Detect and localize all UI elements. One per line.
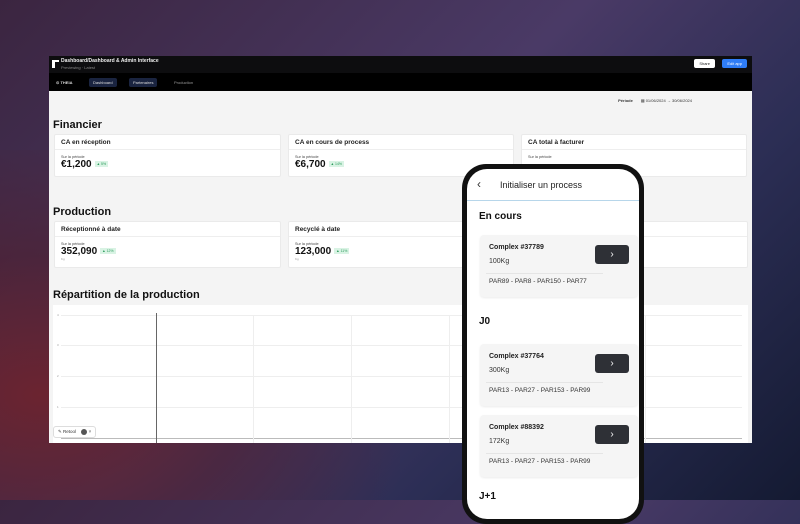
process-weight: 100Kg xyxy=(489,258,510,265)
process-name: Complex #37764 xyxy=(489,353,544,360)
section-j0: J0 xyxy=(479,316,491,327)
trend-badge: ▲ 12% xyxy=(100,248,116,255)
trend-badge: ▲ 11% xyxy=(334,248,350,255)
section-title-financier: Financier xyxy=(53,119,102,131)
section-en-cours: En cours xyxy=(479,211,522,222)
process-weight: 172Kg xyxy=(489,438,510,445)
trend-badge: ▲ 14% xyxy=(328,161,345,168)
divider xyxy=(486,453,603,454)
x-axis xyxy=(61,438,742,439)
gridline xyxy=(253,315,254,443)
card-title: CA total à facturer xyxy=(522,135,746,150)
card-subtitle: Sur la période xyxy=(295,155,319,159)
process-card[interactable]: Complex #37764 300Kg PAR13 - PAR27 - PAR… xyxy=(480,344,638,406)
nav-production[interactable]: Production xyxy=(174,80,194,85)
retool-logo-icon xyxy=(52,60,59,68)
card-subtitle: Sur la période xyxy=(528,155,552,159)
card-unit: Kg xyxy=(295,257,299,261)
phone-header: ‹ Initialiser un process xyxy=(467,169,639,201)
card-value: 123,000 xyxy=(295,246,332,257)
phone-title: Initialiser un process xyxy=(500,180,583,190)
chevron-right-button[interactable]: › xyxy=(595,354,629,373)
card-title: Réceptionné à date xyxy=(55,222,280,237)
card-subtitle: Sur la période xyxy=(61,155,85,159)
process-weight: 300Kg xyxy=(489,367,510,374)
phone-mockup: ‹ Initialiser un process En cours Comple… xyxy=(462,164,644,524)
kpi-card: Réceptionné à date Sur la période 352,09… xyxy=(54,221,281,268)
period-start[interactable]: 01/06/2024 xyxy=(645,98,666,103)
process-name: Complex #37789 xyxy=(489,244,544,251)
card-title: CA en cours de process xyxy=(289,135,513,150)
card-title: CA en réception xyxy=(55,135,280,150)
env-label: Previewing xyxy=(61,65,81,70)
section-title-repartition: Répartition de la production xyxy=(53,289,200,301)
card-value: €1,200 xyxy=(61,159,92,170)
gridline xyxy=(351,315,352,443)
cursor-line xyxy=(156,313,157,443)
y-tick: 3 xyxy=(57,343,59,347)
card-unit: Kg xyxy=(61,257,65,261)
process-parts: PAR89 - PAR8 - PAR150 - PAR77 xyxy=(489,278,587,285)
edit-app-button[interactable]: Edit app xyxy=(722,59,747,68)
phone-screen: ‹ Initialiser un process En cours Comple… xyxy=(467,169,639,519)
retool-badge[interactable]: ✎ Retool ˅ xyxy=(53,426,97,439)
period-filter[interactable]: Période ▦ 01/06/2024 → 30/06/2024 xyxy=(618,98,692,103)
y-tick: 1 xyxy=(57,405,59,409)
gridline xyxy=(61,345,742,346)
gridline xyxy=(61,315,742,316)
process-card[interactable]: Complex #37789 100Kg PAR89 - PAR8 - PAR1… xyxy=(480,235,638,297)
gridline xyxy=(645,315,646,443)
period-end[interactable]: 30/06/2024 xyxy=(671,98,692,103)
section-title-production: Production xyxy=(53,206,112,218)
gridline xyxy=(449,315,450,443)
close-icon[interactable] xyxy=(81,429,88,435)
chevron-right-button[interactable]: › xyxy=(595,245,629,264)
process-parts: PAR13 - PAR27 - PAR153 - PAR99 xyxy=(489,458,591,465)
nav-bar: ⊙ THEIA Dashboard Partenaires Production xyxy=(49,73,752,91)
kpi-card: CA en réception Sur la période €1,200 ▲ 5… xyxy=(54,134,281,177)
period-label: Période xyxy=(618,98,633,103)
divider xyxy=(486,273,603,274)
card-value: 352,090 xyxy=(61,246,98,257)
process-parts: PAR13 - PAR27 - PAR153 - PAR99 xyxy=(489,387,591,394)
y-tick: 2 xyxy=(57,374,59,378)
gridline xyxy=(61,376,742,377)
section-j1: J+1 xyxy=(479,491,496,502)
trend-badge: ▲ 5% xyxy=(94,161,109,168)
process-card[interactable]: Complex #88392 172Kg PAR13 - PAR27 - PAR… xyxy=(480,415,638,477)
retool-label: Retool xyxy=(63,429,77,435)
card-subtitle: Sur la période xyxy=(295,242,319,246)
app-window: Dashboard/Dashboard & Admin Interface Pr… xyxy=(49,56,752,443)
card-value: €6,700 xyxy=(295,159,326,170)
card-subtitle: Sur la période xyxy=(61,242,85,246)
process-name: Complex #88392 xyxy=(489,424,544,431)
chevron-right-button[interactable]: › xyxy=(595,425,629,444)
home-link[interactable]: ⊙ THEIA xyxy=(56,80,73,85)
gridline xyxy=(61,407,742,408)
title-bar: Dashboard/Dashboard & Admin Interface Pr… xyxy=(49,56,752,73)
y-tick: 4 xyxy=(57,313,59,317)
app-title: Dashboard/Dashboard & Admin Interface xyxy=(61,58,159,64)
back-chevron-icon[interactable]: ‹ xyxy=(477,177,481,191)
divider xyxy=(486,382,603,383)
nav-partenaires[interactable]: Partenaires xyxy=(129,78,158,87)
version-label[interactable]: Latest xyxy=(84,65,96,70)
nav-dashboard[interactable]: Dashboard xyxy=(89,78,117,87)
share-button[interactable]: Share xyxy=(694,59,715,68)
